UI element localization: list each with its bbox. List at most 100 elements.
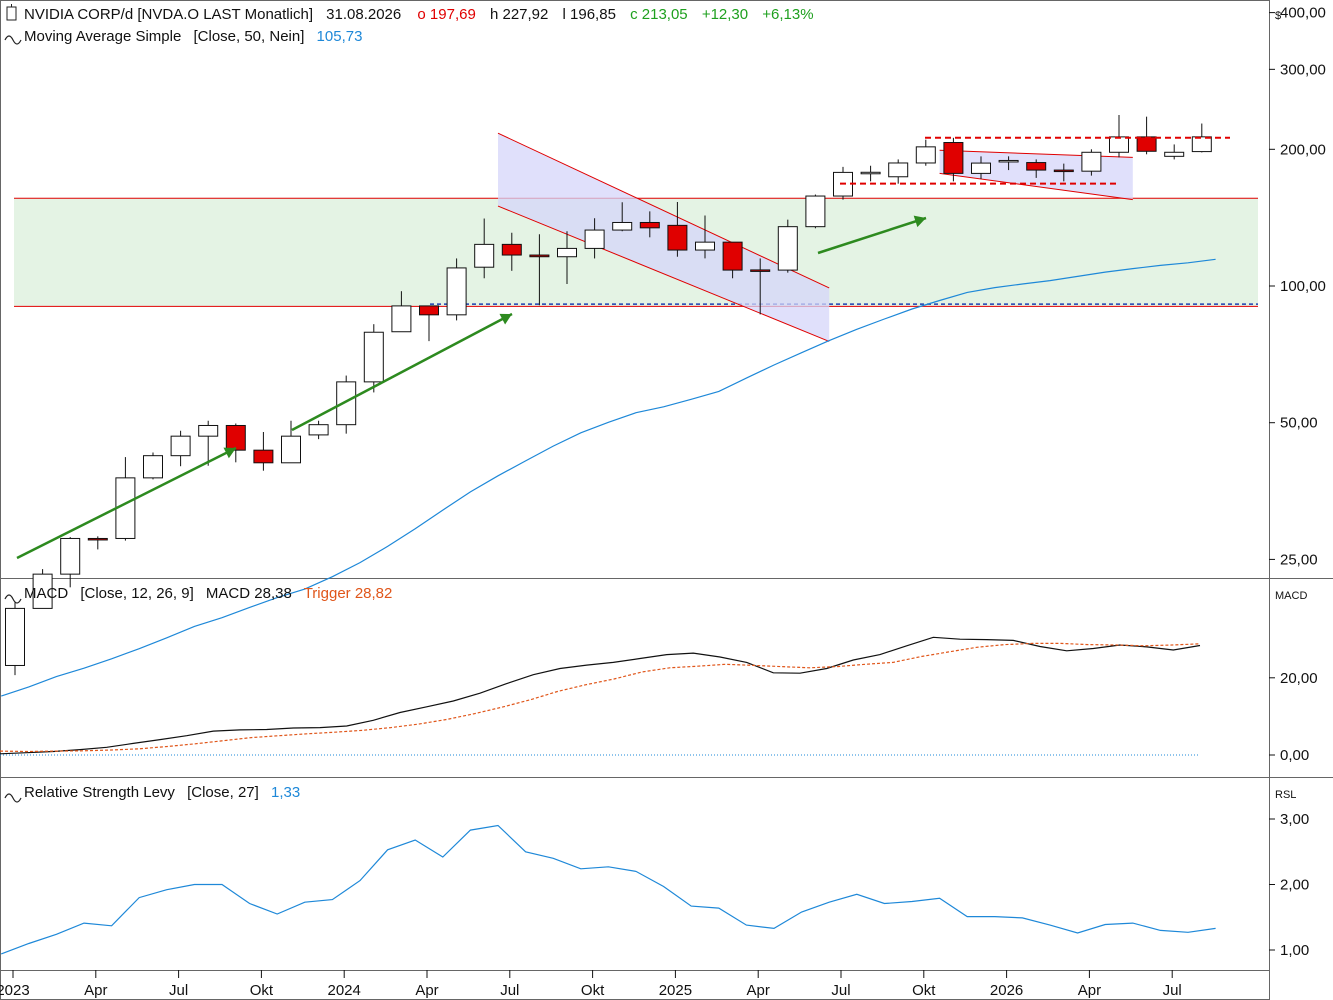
macd-line (0, 636, 1201, 755)
candle-up (557, 247, 577, 258)
candle-down (667, 224, 688, 251)
candlestick-layer (5, 114, 1212, 676)
svg-text:Moving Average Simple [C: Moving Average Simple [Close, 50, Nein] … (24, 28, 362, 45)
macd-value: MACD 28,38 (206, 585, 292, 602)
svg-text:MACD [Close, 12, 26, 9]: MACD [Close, 12, 26, 9] MACD 28,38 Trigg… (24, 585, 392, 602)
rsl-tick-label: 3,00 (1280, 811, 1309, 828)
candle-down (750, 269, 771, 272)
channel-1-upper-line (497, 132, 830, 289)
chart-date: 31.08.2026 (326, 6, 401, 23)
ma-value: 105,73 (317, 28, 363, 45)
candle-down (501, 243, 522, 256)
candle-up (5, 607, 25, 666)
candle-up (1191, 136, 1212, 153)
candle-down (1136, 136, 1157, 152)
moving-average-layer (1, 258, 1216, 697)
rsl-params: [Close, 27] (187, 784, 259, 801)
candle-up (1109, 136, 1129, 153)
rsl-tick-label: 1,00 (1280, 942, 1309, 959)
x-tick-label: Apr (415, 982, 438, 999)
x-tick-label: 2024 (328, 982, 361, 999)
x-tick-label: Apr (1078, 982, 1101, 999)
candle-up (998, 159, 1019, 163)
x-axis-layer: 2023 Apr Jul Okt 2024 Apr Jul Okt 2025 Apr Jul Okt 2… (0, 970, 1182, 999)
trend-arrow-3-head (913, 215, 926, 228)
macd-tick-label: 20,00 (1280, 670, 1318, 687)
candle-down (1026, 162, 1047, 171)
candle-up (1081, 151, 1102, 172)
price-tick-label: 400,00 (1280, 5, 1326, 22)
rsl-tick-label: 2,00 (1280, 877, 1309, 894)
x-tick-label: 2026 (990, 982, 1023, 999)
macd-wave-icon (4, 594, 22, 604)
candle-icon (6, 6, 17, 21)
candle-up (971, 162, 991, 174)
svg-text:NVIDIA CORP/d [NVDA.O LAST Mon: NVIDIA CORP/d [NVDA.O LAST Monatlich] 31… (24, 6, 814, 23)
price-tick-label: 100,00 (1280, 278, 1326, 295)
x-tick-label: Apr (84, 982, 107, 999)
candle-up (363, 331, 384, 383)
candle-down (529, 254, 550, 258)
change-value: +12,30 (702, 6, 748, 23)
price-tick-label: 200,00 (1280, 141, 1326, 158)
close-value: c 213,05 (630, 6, 688, 23)
moving-average-line (1, 258, 1216, 697)
candle-up (860, 171, 881, 175)
x-tick-label: Okt (250, 982, 274, 999)
macd-axis-title: MACD (1275, 590, 1307, 602)
high-value: h 227,92 (490, 6, 548, 23)
trend-arrow-2-shaft (291, 312, 513, 432)
candle-down (225, 424, 246, 451)
plot-frame (0, 0, 1270, 1000)
rsl-layer: 3,00 2,00 1,00 (0, 811, 1309, 959)
x-tick-label: Jul (169, 982, 188, 999)
channel-1-fill (498, 133, 830, 342)
price-header: NVIDIA CORP/d [NVDA.O LAST Monatlich] 31… (4, 4, 1281, 45)
candle-up (198, 424, 219, 437)
candle-up (32, 573, 53, 609)
candle-down (1053, 169, 1074, 173)
rsl-label: Relative Strength Levy (24, 784, 175, 801)
rsl-value: 1,33 (271, 784, 300, 801)
trend-arrow-3-shaft (817, 216, 927, 255)
low-value: l 196,85 (563, 6, 616, 23)
macd-params: [Close, 12, 26, 9] (80, 585, 193, 602)
macd-label: MACD (24, 585, 68, 602)
candle-up (281, 435, 301, 464)
candle-down (419, 305, 439, 316)
candle-up (446, 267, 467, 316)
candle-up (805, 195, 826, 228)
trend-arrow-1-shaft (16, 446, 237, 560)
trend-arrow-1-head (223, 447, 236, 459)
svg-text:Relative Strength Levy [: Relative Strength Levy [Close, 27] 1,33 (24, 784, 300, 801)
trigger-line (0, 642, 1201, 753)
x-tick-label: Jul (831, 982, 850, 999)
channel-2-lower-line (939, 172, 1133, 201)
rsl-line (0, 824, 1216, 955)
candle-up (584, 229, 605, 249)
rsl-wave-icon (4, 793, 22, 803)
channel-1-lower-line (497, 205, 830, 342)
macd-header: MACD [Close, 12, 26, 9] MACD 28,38 Trigg… (4, 585, 1307, 604)
change-pct-value: +6,13% (762, 6, 813, 23)
ma-label: Moving Average Simple (24, 28, 181, 45)
x-tick-label: 2025 (659, 982, 692, 999)
ma-params: [Close, 50, Nein] (193, 28, 304, 45)
candle-up (612, 221, 633, 231)
candle-down (639, 221, 660, 229)
candle-up (308, 424, 329, 436)
candle-down (722, 241, 743, 271)
candle-up (695, 241, 715, 251)
candle-up (391, 305, 412, 333)
currency-label: $ (1275, 10, 1281, 22)
x-tick-label: Jul (1163, 982, 1182, 999)
candle-up (170, 435, 191, 457)
trigger-value: Trigger 28,82 (304, 585, 393, 602)
candle-up (60, 537, 81, 575)
candle-up (474, 243, 495, 268)
indicator-wave-icon (4, 35, 22, 45)
candle-up (143, 455, 163, 479)
x-tick-label: 2023 (0, 982, 30, 999)
trend-arrow-2-head (499, 313, 512, 325)
